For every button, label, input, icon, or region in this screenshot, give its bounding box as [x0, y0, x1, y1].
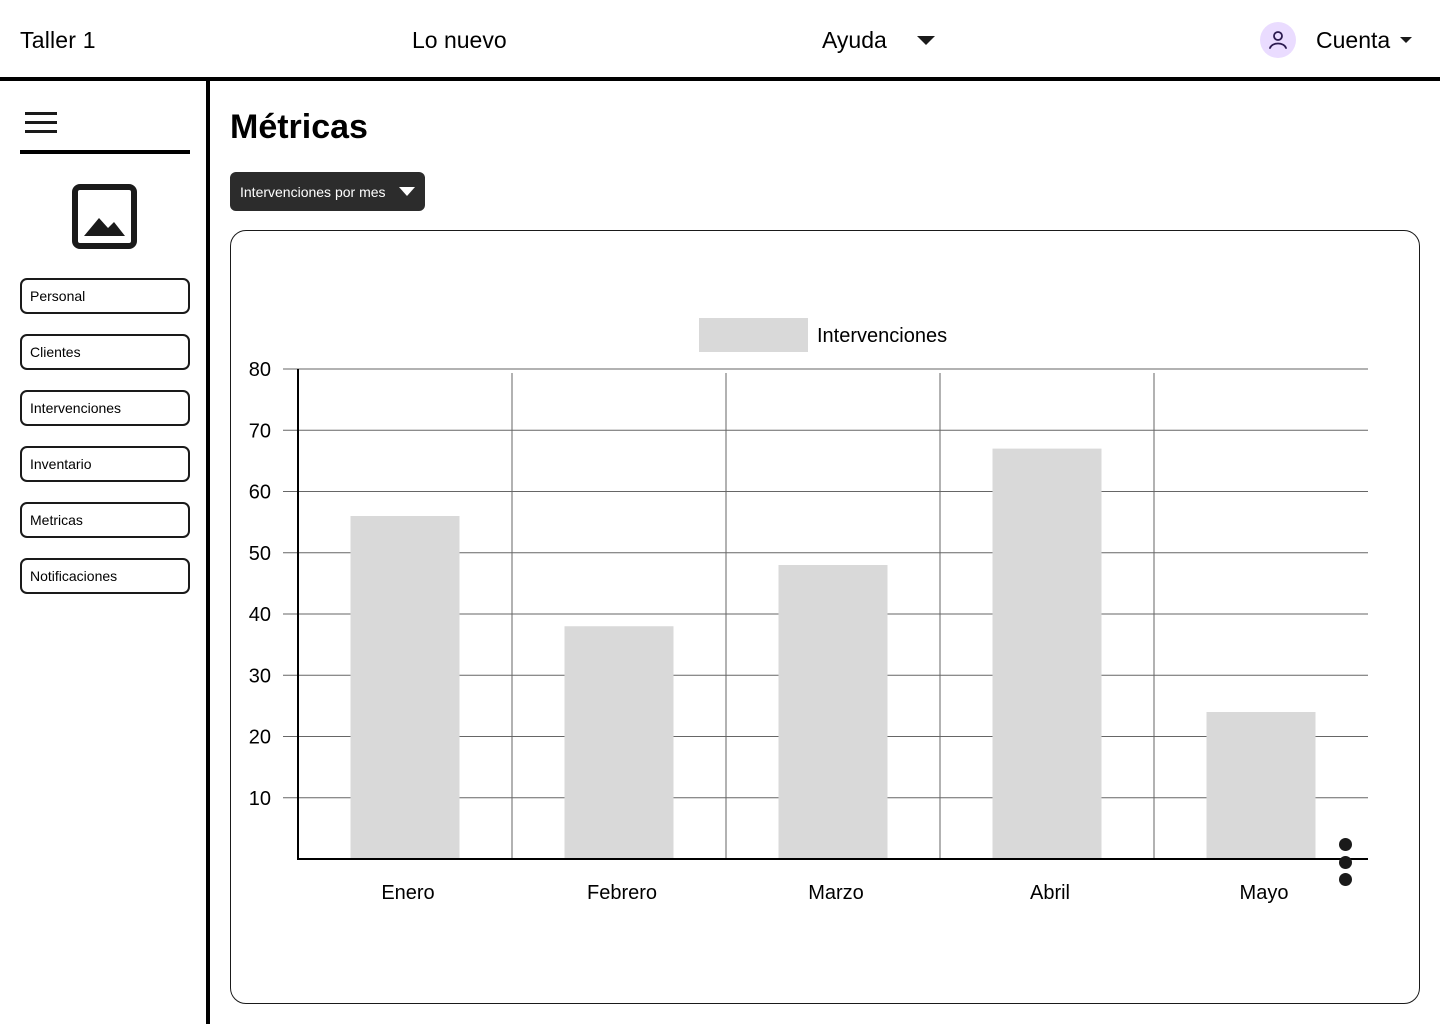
y-tick-label: 60	[249, 482, 271, 504]
bar-marzo	[778, 565, 888, 859]
header-divider	[0, 77, 1440, 81]
nav-help-dropdown[interactable]: Ayuda	[822, 27, 935, 54]
x-tick-label: Marzo	[808, 882, 864, 904]
nav-link-lo-nuevo[interactable]: Lo nuevo	[412, 27, 507, 53]
bar-febrero	[564, 626, 674, 859]
page-title: Métricas	[230, 108, 368, 146]
sidebar-item-notificaciones[interactable]: Notificaciones	[20, 558, 190, 594]
sidebar: Personal Clientes Intervenciones Inventa…	[0, 81, 206, 1024]
bar-abril	[992, 448, 1102, 859]
sidebar-divider	[20, 150, 190, 154]
legend-label: Intervenciones	[817, 325, 947, 347]
y-tick-label: 40	[249, 604, 271, 626]
bar-chart: 10 20 30 40 50 60 70 80 Enero Febrero Marzo Abril Ma…	[249, 318, 1368, 904]
metric-selector-dropdown[interactable]: Intervenciones por mes	[230, 172, 425, 211]
chevron-down-icon	[1400, 37, 1413, 43]
sidebar-item-personal[interactable]: Personal	[20, 278, 190, 314]
sidebar-item-intervenciones[interactable]: Intervenciones	[20, 390, 190, 426]
sidebar-item-inventario[interactable]: Inventario	[20, 446, 190, 482]
y-tick-label: 30	[249, 665, 271, 687]
bar-enero	[350, 516, 460, 859]
brand-name[interactable]: Taller 1	[20, 27, 96, 53]
sidebar-item-metricas[interactable]: Metricas	[20, 502, 190, 538]
chevron-down-icon	[399, 187, 415, 196]
hamburger-menu-icon[interactable]	[25, 112, 57, 134]
sidebar-item-clientes[interactable]: Clientes	[20, 334, 190, 370]
user-icon	[1260, 22, 1296, 58]
y-tick-label: 20	[249, 727, 271, 749]
chevron-down-icon	[916, 36, 935, 45]
image-placeholder-icon	[72, 184, 137, 249]
y-tick-label: 80	[249, 359, 271, 381]
y-tick-label: 70	[249, 420, 271, 442]
more-vertical-icon[interactable]	[1333, 836, 1357, 888]
account-menu[interactable]: Cuenta	[1260, 22, 1413, 58]
y-tick-label: 50	[249, 543, 271, 565]
x-tick-label: Enero	[381, 882, 434, 904]
metric-selector-value: Intervenciones por mes	[240, 183, 386, 200]
sidebar-divider-vertical	[206, 81, 210, 1024]
chart-card: 10 20 30 40 50 60 70 80 Enero Febrero Marzo Abril Ma…	[230, 230, 1420, 1004]
y-tick-label: 10	[249, 788, 271, 810]
x-tick-label: Febrero	[587, 882, 657, 904]
bar-mayo	[1206, 712, 1316, 859]
x-tick-label: Mayo	[1240, 882, 1289, 904]
nav-help-label: Ayuda	[822, 27, 887, 53]
top-navigation-bar: Taller 1 Lo nuevo Ayuda Cuenta	[0, 0, 1440, 78]
legend-swatch	[699, 318, 808, 352]
x-tick-label: Abril	[1030, 882, 1070, 904]
account-label: Cuenta	[1316, 26, 1391, 53]
